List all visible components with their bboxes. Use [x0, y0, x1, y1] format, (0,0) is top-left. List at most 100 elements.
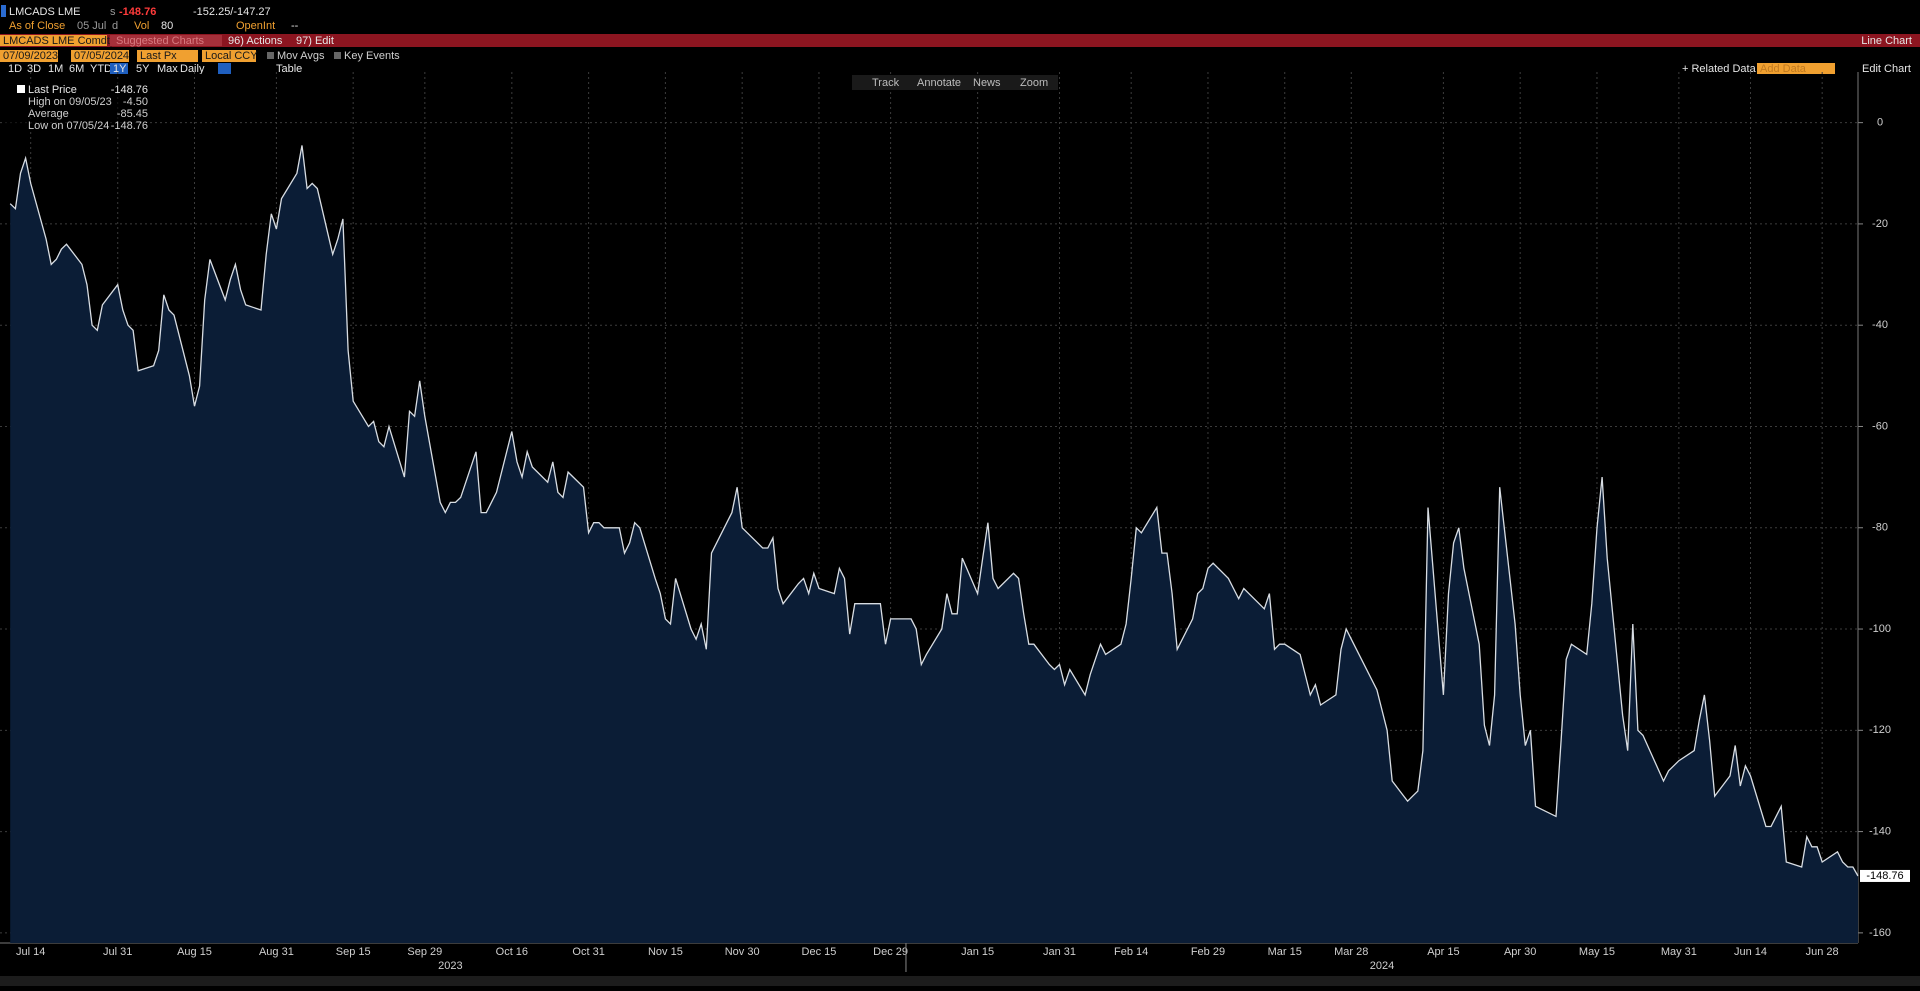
legend-last-value: -148.76 [111, 84, 148, 96]
mov-avgs-checkbox[interactable] [267, 52, 274, 59]
x-tick-label: Apr 15 [1427, 946, 1459, 958]
y-tick-label: -40 [1872, 319, 1888, 331]
last-value-label: -148.76 [1866, 870, 1903, 882]
y-tick-label: -80 [1872, 522, 1888, 534]
legend-swatch [17, 85, 25, 93]
y-tick-label: -60 [1872, 420, 1888, 432]
y-tick-label: -160 [1869, 927, 1891, 939]
actions-menu[interactable]: 96) Actions [228, 35, 283, 47]
period-button[interactable]: YTD [90, 63, 112, 75]
ticker: LMCADS LME [9, 6, 81, 18]
end-date-field[interactable] [71, 50, 129, 62]
security-marker [1, 5, 6, 17]
y-tick-label: -20 [1872, 218, 1888, 230]
legend-box [5, 82, 150, 132]
x-tick-label: Feb 14 [1114, 946, 1148, 958]
as-of: As of Close [9, 20, 65, 32]
period-active[interactable] [110, 63, 128, 74]
x-tick-label: May 31 [1661, 946, 1697, 958]
suggested-label[interactable]: Suggested Charts [116, 35, 205, 47]
x-tick-label: Apr 30 [1504, 946, 1536, 958]
period-button[interactable]: 3D [27, 63, 41, 75]
x-tick-label: Jun 14 [1734, 946, 1767, 958]
price-prefix: s [110, 6, 116, 18]
x-tick-label: Jul 14 [16, 946, 45, 958]
chart-tool[interactable]: Annotate [917, 77, 961, 89]
menu-bar [0, 34, 1920, 47]
period-button[interactable]: 1D [8, 63, 22, 75]
stat-label: Average [28, 108, 69, 120]
x-tick-label: Oct 31 [572, 946, 604, 958]
currency-select[interactable] [202, 50, 256, 62]
x-tick-label: Jan 31 [1043, 946, 1076, 958]
x-tick-label: Mar 15 [1268, 946, 1302, 958]
x-tick-label: Sep 29 [407, 946, 442, 958]
period-button[interactable]: 1Y [113, 63, 127, 75]
x-tick-label: Dec 15 [802, 946, 837, 958]
stat-label: Low on 07/05/24 [28, 120, 109, 132]
plot: 0 -20 -40 -60 -80 -100 -120 -140 -160 Jul 14 Jul 3… [0, 72, 1910, 972]
y-tick-label: 0 [1877, 117, 1883, 129]
period-button[interactable]: 6M [69, 63, 84, 75]
add-data[interactable]: Add Data [1760, 63, 1807, 75]
as-of-freq: d [112, 20, 118, 32]
oi-value: -- [291, 20, 299, 32]
legend-series: Last Price [28, 84, 77, 96]
stat-value: -148.76 [111, 120, 148, 132]
frequency-select[interactable]: Daily [180, 63, 205, 75]
x-tick-label: Jul 31 [103, 946, 132, 958]
x-tick-label: Aug 31 [259, 946, 294, 958]
year-label: 2023 [438, 960, 462, 972]
end-date[interactable]: 07/05/2024 [74, 50, 129, 62]
vol-value: 80 [161, 20, 173, 32]
status-bar [0, 976, 1920, 986]
x-tick-label: May 15 [1579, 946, 1615, 958]
security-field[interactable] [0, 35, 107, 46]
field-select[interactable] [137, 50, 198, 62]
vol-label: Vol [134, 20, 149, 32]
last-price: -148.76 [119, 6, 156, 18]
chart-tool[interactable]: Zoom [1020, 77, 1048, 89]
oi-label: OpenInt [236, 20, 275, 32]
period-button[interactable]: 1M [48, 63, 63, 75]
field-name[interactable]: Last Px [140, 50, 177, 62]
table-button[interactable]: Table [276, 63, 302, 75]
x-tick-label: Oct 16 [496, 946, 528, 958]
chart-type-icon[interactable] [218, 63, 231, 74]
edit-menu[interactable]: 97) Edit [296, 35, 334, 47]
currency-name[interactable]: Local CCY [205, 50, 258, 62]
key-events-checkbox[interactable] [334, 52, 341, 59]
add-data-field[interactable] [1757, 63, 1835, 74]
legend-stats: High on 09/05/23 -4.50 Average -85.45 Low on… [28, 96, 148, 132]
period-button[interactable]: Max [157, 63, 178, 75]
stat-value: -85.45 [117, 108, 148, 120]
chart-toolbar [852, 75, 1058, 90]
y-tick-label: -120 [1869, 724, 1891, 736]
chart-tools: Track Annotate News Zoom [872, 77, 1048, 89]
edit-chart[interactable]: Edit Chart [1862, 63, 1911, 75]
period-button[interactable]: 5Y [136, 63, 150, 75]
x-tick-label: Nov 30 [725, 946, 760, 958]
y-tick-label: -140 [1869, 825, 1891, 837]
x-tick-label: Jan 15 [961, 946, 994, 958]
x-tick-label: Nov 15 [648, 946, 683, 958]
suggested-button[interactable] [110, 35, 222, 46]
key-events[interactable]: Key Events [344, 50, 400, 62]
x-tick-label: Feb 29 [1191, 946, 1225, 958]
view-name: Line Chart [1861, 35, 1912, 47]
x-tick-label: Dec 29 [873, 946, 908, 958]
mov-avgs[interactable]: Mov Avgs [277, 50, 325, 62]
period-buttons: 1D 3D 1M 6M YTD 1Y 5Y Max Daily [8, 63, 231, 75]
related-data[interactable]: + Related Data [1682, 63, 1757, 75]
chart-tool[interactable]: Track [872, 77, 900, 89]
x-tick-label: Jun 28 [1806, 946, 1839, 958]
start-date-field[interactable] [0, 50, 58, 62]
chart-tool[interactable]: News [973, 77, 1001, 89]
day-range: -152.25/-147.27 [193, 6, 271, 18]
x-tick-label: Mar 28 [1334, 946, 1368, 958]
security-name[interactable]: LMCADS LME Comdty [3, 35, 116, 47]
start-date[interactable]: 07/09/2023 [3, 50, 58, 62]
x-tick-label: Sep 15 [336, 946, 371, 958]
